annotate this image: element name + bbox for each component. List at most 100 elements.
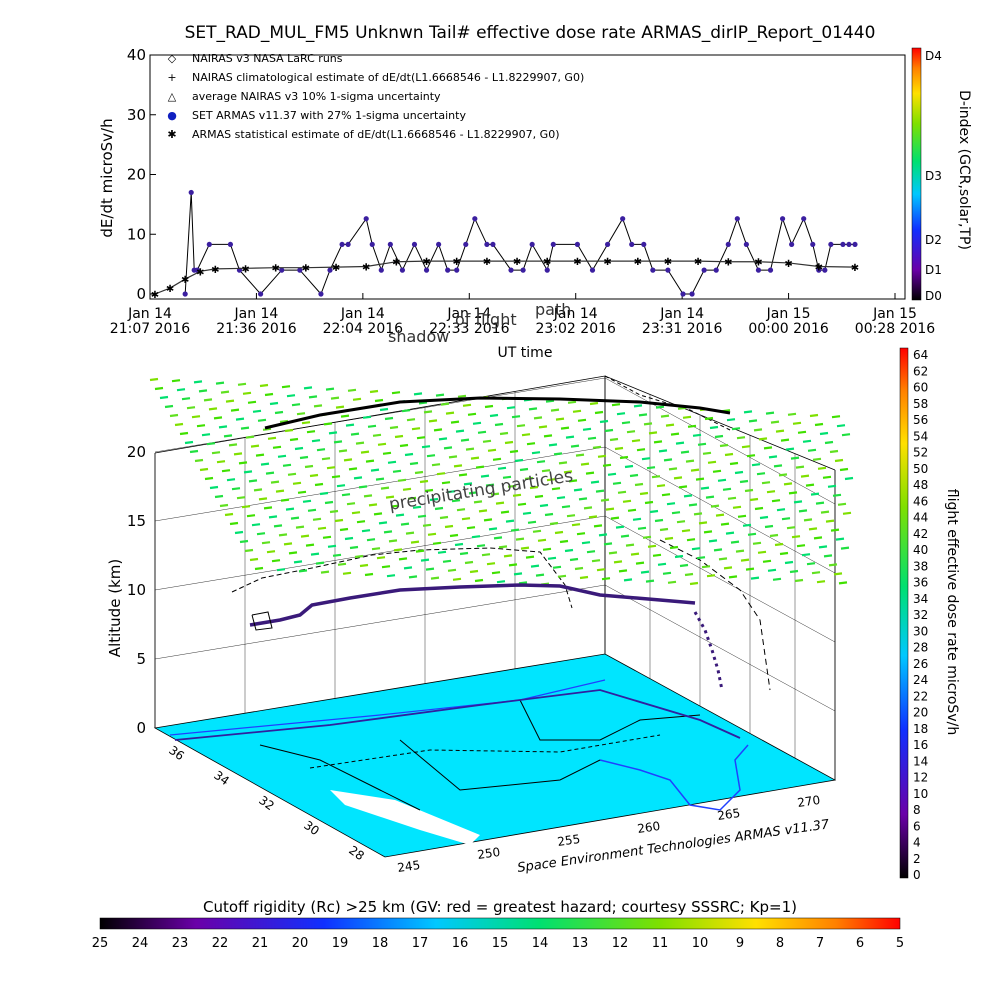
nairas-point: ✱: [573, 257, 581, 268]
armas-point: [713, 267, 719, 273]
lat-tick-label: 36: [166, 743, 187, 763]
particle-dash: [297, 490, 307, 494]
particle-dash: [403, 566, 413, 570]
particle-dash: [405, 531, 415, 535]
lon-tick-label: 265: [716, 806, 741, 823]
particle-dash: [580, 462, 590, 466]
particle-dash: [388, 539, 398, 543]
particle-dash: [342, 571, 352, 575]
dindex-label: D0: [925, 289, 942, 303]
particle-dash: [203, 398, 213, 402]
particle-dash: [482, 439, 492, 443]
particle-dash: [365, 459, 375, 463]
particle-dash: [600, 498, 610, 502]
particle-dash: [295, 525, 305, 529]
particle-dash: [425, 567, 435, 571]
particle-dash: [653, 440, 663, 444]
particle-dash: [695, 477, 705, 481]
armas-point: [188, 189, 194, 196]
particle-dash: [742, 523, 752, 527]
particle-dash: [328, 431, 338, 435]
particle-dash: [444, 524, 454, 529]
x-tick-label-bottom: 23:31 2016: [642, 321, 723, 337]
lon-tick-label: 260: [636, 819, 661, 836]
particle-dash: [625, 543, 635, 547]
particle-dash: [376, 556, 386, 560]
particle-dash: [509, 449, 519, 454]
particle-dash: [736, 436, 746, 440]
particle-dash: [456, 508, 466, 512]
particle-dash: [691, 547, 701, 551]
particle-dash: [213, 416, 223, 420]
particle-dash: [268, 515, 278, 519]
particle-dash: [631, 439, 641, 443]
particle-dash: [714, 434, 724, 439]
particle-dash: [815, 501, 825, 505]
particle-dash: [709, 425, 719, 430]
particle-dash: [386, 574, 396, 578]
particle-dash: [448, 455, 458, 459]
particle-dash: [370, 468, 380, 472]
particle-dash: [597, 454, 607, 458]
particle-dash: [675, 441, 685, 445]
particle-dash: [254, 566, 264, 571]
particle-dash: [609, 437, 619, 442]
particle-dash: [397, 478, 407, 482]
shadow-annotation-1: shadow: [388, 327, 449, 346]
particle-dash: [307, 508, 317, 512]
particle-dash: [543, 434, 553, 438]
particle-dash: [654, 518, 664, 523]
particle-dash: [331, 475, 341, 479]
particle-dash: [513, 572, 523, 576]
particle-dash: [360, 450, 370, 454]
particle-dash: [457, 394, 467, 398]
ground-map: [153, 653, 837, 858]
particle-dash: [358, 485, 368, 489]
particle-dash: [832, 493, 842, 497]
particle-dash: [329, 509, 339, 514]
particle-dash: [651, 475, 661, 479]
particle-dash: [824, 440, 834, 445]
cutoff-tick-label: 7: [816, 936, 824, 951]
particle-dash: [726, 418, 736, 422]
particle-dash: [748, 419, 758, 423]
armas-point: [387, 241, 393, 248]
particle-dash: [713, 548, 723, 552]
dose-tick-label: 16: [913, 738, 928, 752]
particle-dash: [787, 412, 797, 416]
grid-line: [154, 377, 836, 505]
particle-dash: [374, 398, 384, 403]
particle-dash: [648, 431, 658, 435]
particle-dash: [603, 542, 613, 546]
dose-tick-label: 56: [913, 413, 928, 427]
particle-dash: [263, 506, 273, 510]
cutoff-tick-label: 6: [856, 936, 864, 951]
dindex-labels: D4 D3 D2 D1 D0: [925, 49, 942, 303]
particle-dash: [283, 542, 293, 546]
dose-tick-label: 54: [913, 429, 928, 443]
particle-dash: [805, 483, 815, 487]
legend-entry: ARMAS statistical estimate of dE/dt(L1.6…: [192, 128, 559, 141]
particle-dash: [260, 462, 270, 466]
armas-point: [641, 241, 647, 248]
dose-tick-label: 60: [913, 381, 928, 395]
particle-dash: [300, 534, 310, 538]
armas-point: [258, 291, 264, 297]
particle-dash: [705, 495, 715, 499]
particle-dash: [696, 556, 706, 560]
series-line: [184, 192, 855, 295]
particle-dash: [655, 405, 665, 409]
cutoff-ticks: 25 24 23 22 21 20 19 18 17 16 15 14 13 12 11 10 9 8 7 6 5: [92, 936, 904, 951]
particle-dash: [729, 461, 739, 466]
armas-point: [550, 241, 556, 248]
dose-tick-label: 2: [913, 852, 921, 866]
particle-dash: [634, 482, 644, 487]
particle-dash: [206, 442, 216, 446]
particle-dash: [818, 545, 828, 549]
dose-tick-label: 50: [913, 462, 928, 476]
particle-dash: [354, 554, 364, 559]
top-y-axis: 0 10 20 30 40: [127, 46, 156, 303]
particle-dash: [781, 517, 791, 521]
dose-tick-label: 58: [913, 397, 928, 411]
particle-dash: [599, 419, 609, 424]
